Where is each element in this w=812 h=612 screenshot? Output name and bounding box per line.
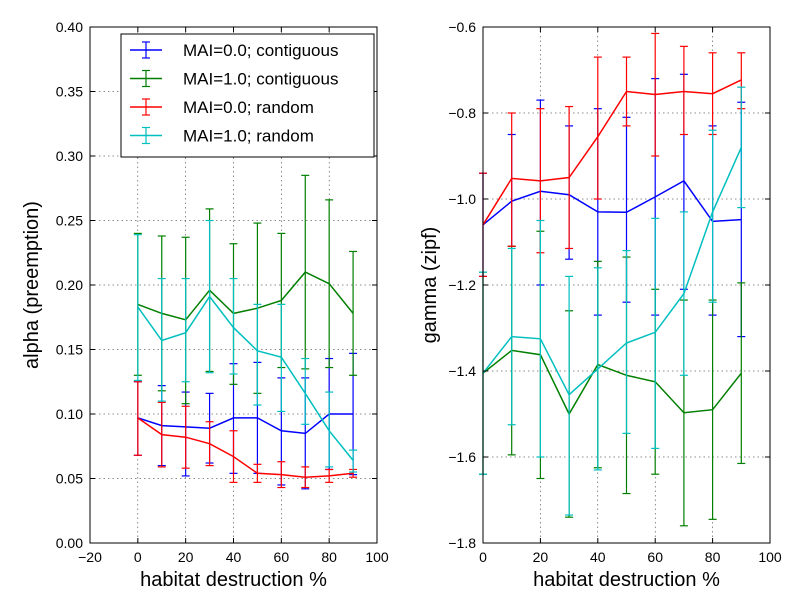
x-tick-label: 20 xyxy=(533,549,549,565)
legend-label: MAI=1.0; random xyxy=(183,127,314,146)
x-tick-label: 20 xyxy=(178,549,194,565)
x-tick-label: 60 xyxy=(274,549,290,565)
series-line xyxy=(482,179,742,226)
x-axis-label: habitat destruction % xyxy=(140,569,327,591)
legend-label: MAI=1.0; contiguous xyxy=(183,70,338,89)
series-2 xyxy=(479,32,746,277)
x-tick-label: 0 xyxy=(134,549,142,565)
legend-box xyxy=(120,33,375,158)
x-axis-label: habitat destruction % xyxy=(533,569,720,591)
y-axis-label: alpha (preemption) xyxy=(21,201,43,369)
x-tick-label: 40 xyxy=(590,549,606,565)
series-line xyxy=(137,413,354,435)
y-axis-label: gamma (zipf) xyxy=(419,227,441,344)
y-tick-label: −1.2 xyxy=(448,277,476,293)
series-2 xyxy=(133,381,358,489)
x-tick-label: 60 xyxy=(647,549,663,565)
series-line xyxy=(482,79,742,226)
series-1 xyxy=(479,230,746,527)
x-tick-label: −20 xyxy=(78,549,102,565)
y-tick-label: 0.05 xyxy=(56,471,83,487)
y-tick-label: −1.0 xyxy=(448,191,476,207)
y-tick-label: 0.20 xyxy=(56,277,83,293)
series-3 xyxy=(133,219,358,473)
x-tick-label: 100 xyxy=(365,549,389,565)
y-tick-label: 0.30 xyxy=(56,148,83,164)
y-tick-label: 0.15 xyxy=(56,342,83,358)
series-line xyxy=(137,417,354,478)
series-line xyxy=(482,349,742,416)
x-tick-label: 80 xyxy=(705,549,721,565)
series-line xyxy=(137,295,354,461)
y-tick-label: −1.4 xyxy=(448,363,476,379)
y-tick-label: 0.40 xyxy=(56,19,83,35)
y-tick-label: 0.25 xyxy=(56,213,83,229)
legend-label: MAI=0.0; contiguous xyxy=(183,41,338,60)
x-tick-label: 80 xyxy=(321,549,337,565)
y-tick-label: −1.6 xyxy=(448,449,476,465)
y-tick-label: 0.00 xyxy=(56,535,83,551)
x-tick-label: 100 xyxy=(758,549,782,565)
legend: MAI=0.0; contiguous MAI=1.0; contiguous MA… xyxy=(120,33,375,158)
series-line xyxy=(482,147,742,396)
y-tick-label: −1.8 xyxy=(448,535,476,551)
y-tick-label: −0.8 xyxy=(448,105,476,121)
chart-panel-0: −20 0 20 40 60 80 100 0.00 0.05 0.10 0.15 0.20 0.25 0… xyxy=(21,19,389,591)
series-line xyxy=(137,271,354,321)
chart-panel-1: 0 20 40 60 80 100 −1.8 −1.6 −1.4 −1.2 −1.0 −0.8 −0.6… xyxy=(419,19,782,591)
x-tick-label: 40 xyxy=(226,549,242,565)
legend-label: MAI=0.0; random xyxy=(183,98,314,117)
x-tick-label: 0 xyxy=(479,549,487,565)
series-3 xyxy=(479,86,746,516)
y-tick-label: −0.6 xyxy=(448,19,476,35)
y-tick-label: 0.35 xyxy=(56,84,83,100)
series-1 xyxy=(133,174,358,405)
y-tick-label: 0.10 xyxy=(56,406,83,422)
